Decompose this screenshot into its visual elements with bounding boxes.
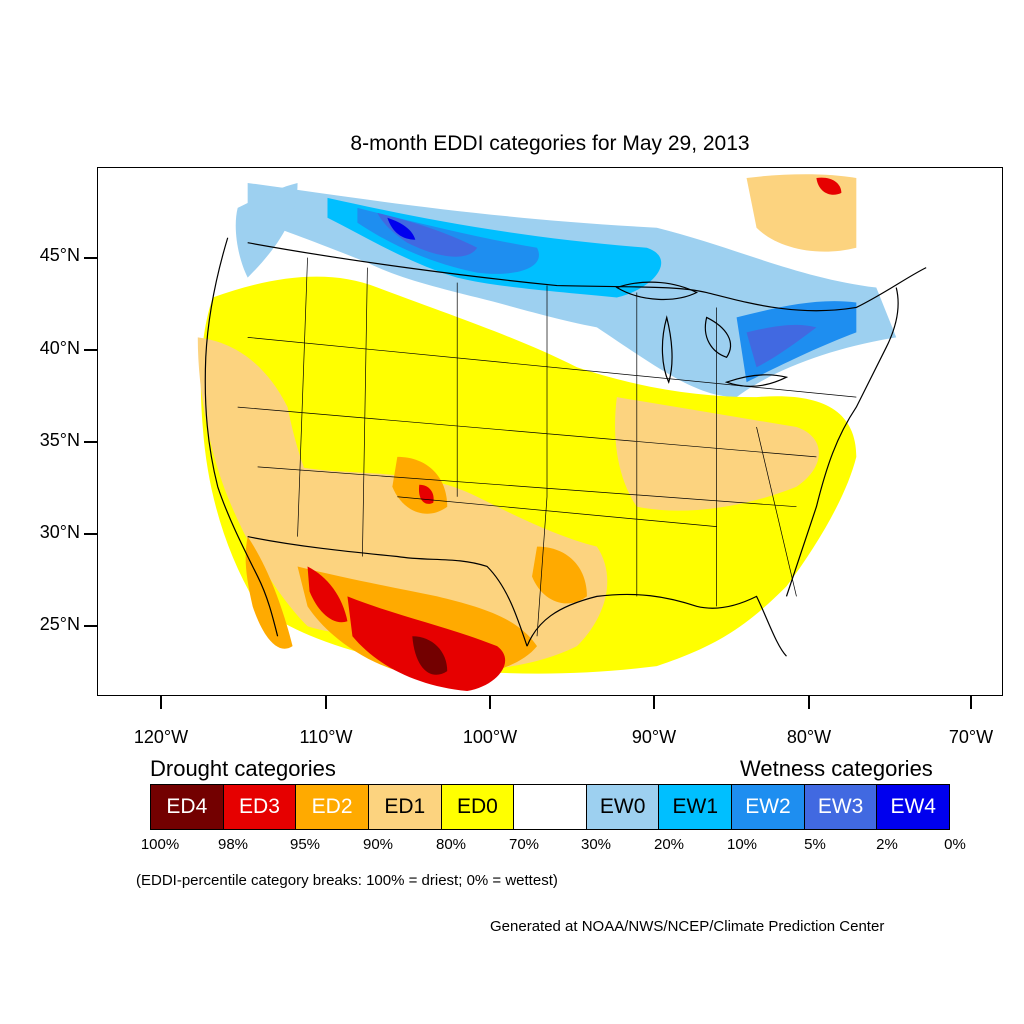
region-ed3-ne <box>816 177 842 195</box>
percent-break-10: 10% <box>726 836 758 853</box>
legend-label-ew0: EW0 <box>599 795 646 818</box>
legend-box-ed3: ED3 <box>223 785 297 829</box>
legend-label-ew1: EW1 <box>672 795 719 818</box>
coast-gulf <box>526 593 787 657</box>
eddi-map <box>97 167 1003 696</box>
percent-break-30: 30% <box>580 836 612 853</box>
lon-label-90: 90°W <box>631 727 677 747</box>
percent-break-90: 90% <box>362 836 394 853</box>
percent-break-70: 70% <box>508 836 540 853</box>
lon-tick-90 <box>653 696 655 709</box>
region-ew3-north <box>377 212 478 257</box>
legend-label-ew4: EW4 <box>890 795 936 818</box>
percent-break-95: 95% <box>289 836 321 853</box>
percent-break-20: 20% <box>653 836 685 853</box>
boundaries <box>204 237 927 657</box>
map-canvas <box>197 174 927 692</box>
region-ew-pacnw <box>235 182 298 278</box>
legend-label-ed4: ED4 <box>166 795 208 818</box>
lat-tick-30 <box>84 533 97 535</box>
lon-tick-100 <box>489 696 491 709</box>
legend-label-ed2: ED2 <box>311 795 353 818</box>
region-ew4-north <box>387 217 416 240</box>
state-lines <box>237 257 857 637</box>
lat-tick-25 <box>84 625 97 627</box>
map-title: 8-month EDDI categories for May 29, 2013 <box>350 132 750 155</box>
legend-box-ew2: EW2 <box>732 785 805 829</box>
percent-break-80: 80% <box>435 836 467 853</box>
lon-label-70: 70°W <box>948 727 994 747</box>
legend-box-ed2: ED2 <box>296 785 369 829</box>
lat-label-25: 25°N <box>39 614 80 634</box>
lat-tick-45 <box>84 257 97 259</box>
legend-box-ew0: EW0 <box>586 785 660 829</box>
legend-box-ed1: ED1 <box>368 785 442 829</box>
wetness-categories-heading: Wetness categories <box>740 756 933 781</box>
lat-label-35: 35°N <box>39 430 80 450</box>
region-ed1-northeast <box>746 174 857 252</box>
legend-label-ew2: EW2 <box>745 795 791 818</box>
lat-tick-35 <box>84 441 97 443</box>
region-ed2-baja <box>245 536 293 649</box>
legend-label-ed1: ED1 <box>384 795 426 818</box>
lake-superior <box>615 281 699 300</box>
lon-label-100: 100°W <box>462 727 518 747</box>
legend-label-ed0: ED0 <box>456 795 498 818</box>
lake-huron <box>704 316 732 358</box>
legend-box-ew1: EW1 <box>659 785 733 829</box>
lon-tick-110 <box>325 696 327 709</box>
category-breaks-note: (EDDI-percentile category breaks: 100% =… <box>136 872 558 889</box>
lon-label-110: 110°W <box>299 727 353 747</box>
percent-break-5: 5% <box>804 836 826 853</box>
lat-tick-40 <box>84 349 97 351</box>
legend-color-bar: ED4 ED3 ED2 ED1 ED0 EW0 EW1 EW2 EW3 EW4 <box>150 784 950 830</box>
lat-label-30: 30°N <box>39 522 80 542</box>
lake-michigan <box>661 315 673 384</box>
lat-label-45: 45°N <box>39 245 80 265</box>
legend-label-ed3: ED3 <box>239 795 280 818</box>
legend-box-ew3: EW3 <box>804 785 878 829</box>
lon-tick-80 <box>808 696 810 709</box>
credit-line: Generated at NOAA/NWS/NCEP/Climate Predi… <box>490 918 885 935</box>
legend-box-neutral <box>514 785 587 829</box>
lon-tick-70 <box>970 696 972 709</box>
lon-label-120: 120°W <box>133 727 189 747</box>
legend-label-ew3: EW3 <box>817 795 864 818</box>
percent-break-0: 0% <box>944 836 966 853</box>
region-ed3-baja <box>307 566 348 623</box>
legend-box-ed0: ED0 <box>441 785 515 829</box>
percent-break-98: 98% <box>217 836 249 853</box>
region-ed4-mexico <box>412 636 448 675</box>
coast-west <box>204 237 279 637</box>
lon-tick-120 <box>160 696 162 709</box>
region-ew3-greatlakes <box>746 324 817 368</box>
category-regions <box>197 174 897 692</box>
legend-box-ew4: EW4 <box>877 785 950 829</box>
lat-label-40: 40°N <box>39 338 80 358</box>
percent-break-2: 2% <box>876 836 898 853</box>
lon-label-80: 80°W <box>786 727 832 747</box>
drought-categories-heading: Drought categories <box>150 756 336 781</box>
border-mexico <box>247 536 528 647</box>
coast-east <box>785 287 899 597</box>
border-canada <box>247 242 927 312</box>
legend-box-ed4: ED4 <box>151 785 224 829</box>
percent-break-100: 100% <box>140 836 180 853</box>
region-ed2-texas <box>532 546 587 604</box>
